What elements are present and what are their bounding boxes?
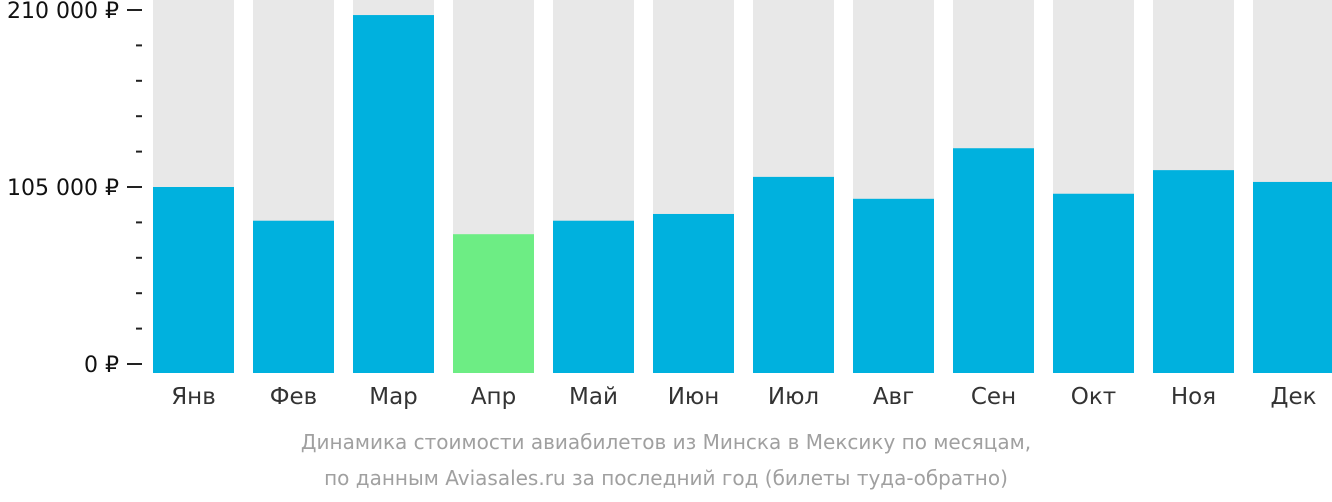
bar-month-8[interactable]	[853, 198, 934, 373]
bar-month-9[interactable]	[953, 148, 1034, 373]
bar-month-12[interactable]	[1253, 181, 1332, 373]
x-tick-label-month-4: Апр	[471, 384, 516, 410]
chart-caption-line-2: по данным Aviasales.ru за последний год …	[324, 466, 1008, 490]
bar-month-1[interactable]	[153, 187, 234, 373]
bar-month-5[interactable]	[553, 220, 634, 373]
bar-month-10[interactable]	[1053, 193, 1134, 373]
x-tick-label-month-1: Янв	[171, 384, 216, 410]
x-tick-label-month-8: Авг	[873, 384, 914, 410]
bar-month-6[interactable]	[653, 213, 734, 373]
bar-month-2[interactable]	[253, 220, 334, 373]
bars	[153, 15, 1332, 374]
chart-caption-line-1: Динамика стоимости авиабилетов из Минска…	[300, 430, 1032, 454]
y-axis: 0 ₽ 105 000 ₽ 210 000 ₽	[7, 0, 142, 378]
y-tick-label: 0 ₽	[84, 353, 119, 378]
bar-month-11[interactable]	[1153, 170, 1234, 373]
x-tick-label-month-6: Июн	[668, 384, 720, 410]
x-tick-label-month-9: Сен	[971, 384, 1016, 410]
x-tick-label-month-7: Июл	[768, 384, 819, 410]
x-tick-label-month-5: Май	[569, 384, 618, 410]
x-tick-label-month-10: Окт	[1071, 384, 1116, 410]
x-tick-label-month-2: Фев	[270, 384, 318, 410]
x-tick-label-month-3: Мар	[369, 384, 418, 410]
bar-month-7[interactable]	[753, 176, 834, 373]
x-tick-label-month-11: Ноя	[1171, 384, 1216, 410]
bar-month-3[interactable]	[353, 15, 434, 374]
x-tick-label-month-12: Дек	[1270, 384, 1316, 410]
bar-month-4[interactable]	[453, 234, 534, 373]
x-axis-labels: Янв Фев Мар Апр Май Июн Июл Авг Сен Окт Ноя Дек	[171, 384, 1316, 410]
y-tick-label: 105 000 ₽	[7, 176, 119, 201]
y-tick-label: 210 000 ₽	[7, 0, 119, 24]
